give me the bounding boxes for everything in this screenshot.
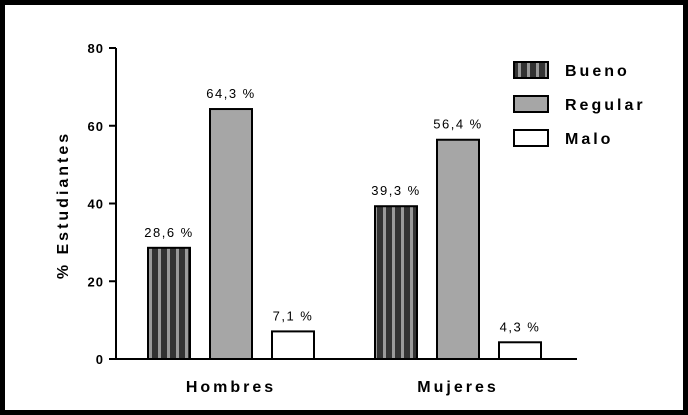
y-tick-label: 0 bbox=[96, 352, 104, 367]
bar-malo-mujeres bbox=[498, 341, 542, 361]
legend-label: Regular bbox=[565, 97, 646, 114]
data-label: 39,3 % bbox=[371, 183, 420, 198]
y-tick-label: 20 bbox=[88, 274, 104, 289]
legend-label: Bueno bbox=[565, 63, 630, 80]
bar-bueno-hombres bbox=[147, 246, 191, 361]
x-category-label: Hombres bbox=[186, 379, 276, 396]
bars-group: 28,6 % 64,3 % 7,1 % 39,3 % 56,4 % 4,3 % bbox=[144, 86, 542, 361]
x-category-label: Mujeres bbox=[417, 379, 498, 396]
bar-bueno-mujeres bbox=[374, 205, 418, 360]
y-tick-label: 80 bbox=[88, 41, 104, 56]
y-tick-label: 40 bbox=[88, 197, 104, 212]
legend-label: Malo bbox=[565, 131, 613, 148]
legend: Bueno Regular Malo bbox=[513, 61, 646, 148]
legend-swatch-malo bbox=[513, 129, 549, 147]
bar-regular-mujeres bbox=[436, 138, 480, 360]
legend-swatch-bueno bbox=[513, 61, 549, 79]
data-label: 56,4 % bbox=[433, 117, 482, 132]
data-label: 4,3 % bbox=[500, 319, 541, 334]
bar-malo-hombres bbox=[271, 330, 315, 360]
y-tick-label: 60 bbox=[88, 119, 104, 134]
x-axis: Hombres Mujeres bbox=[116, 358, 577, 396]
y-axis-label: % Estudiantes bbox=[55, 131, 72, 279]
data-label: 7,1 % bbox=[273, 308, 314, 323]
legend-swatch-regular bbox=[513, 95, 549, 113]
bar-regular-hombres bbox=[209, 108, 253, 360]
data-label: 28,6 % bbox=[144, 225, 193, 240]
y-axis: 0 20 40 60 80 bbox=[88, 41, 117, 367]
data-label: 64,3 % bbox=[206, 86, 255, 101]
